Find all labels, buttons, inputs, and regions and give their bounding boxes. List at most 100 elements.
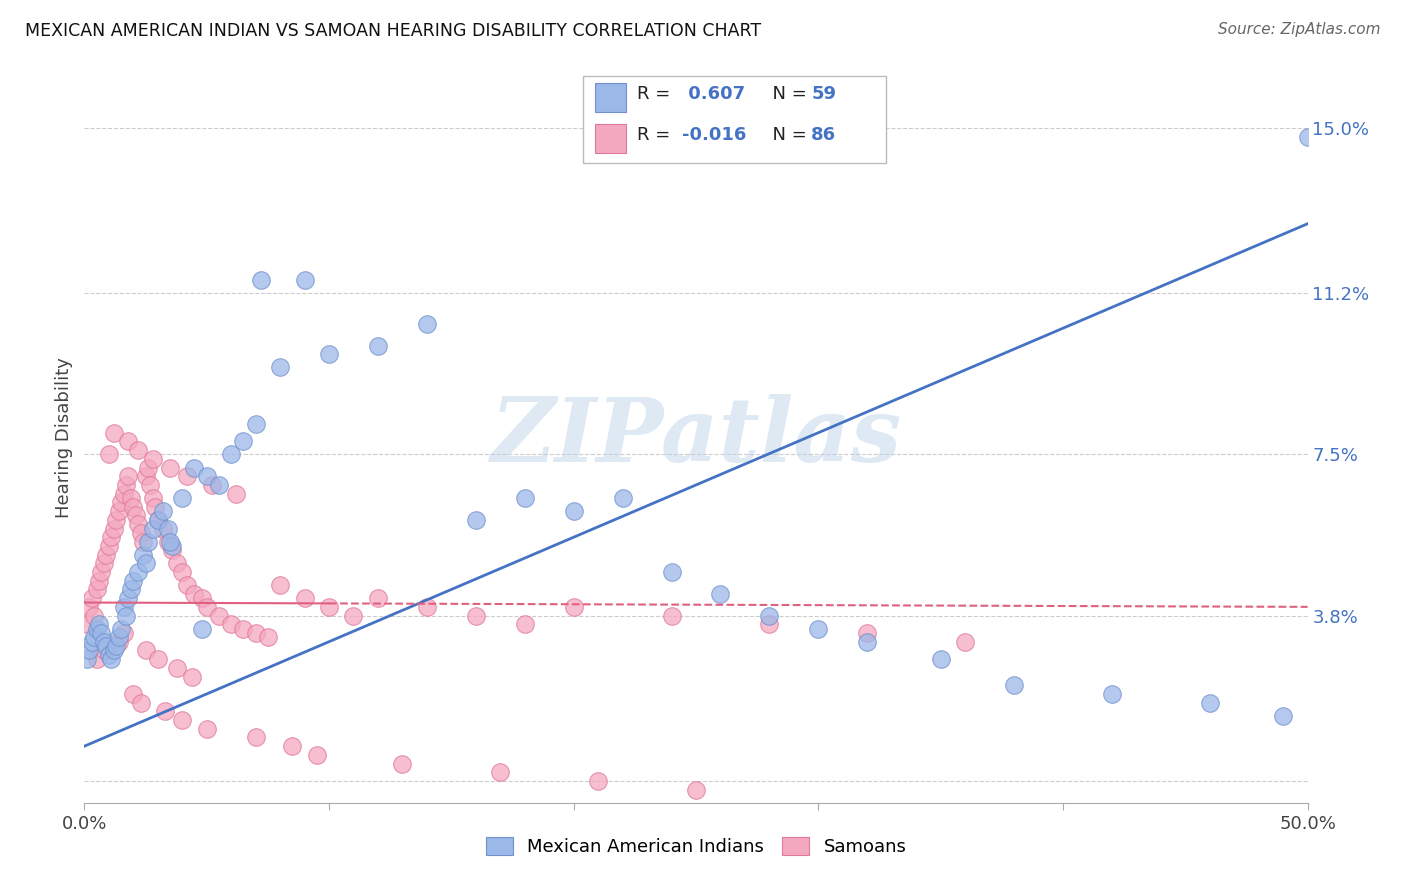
Point [96,548,118,562]
Point [709,587,731,601]
Point [103,643,125,657]
Point [269,578,291,592]
Point [80,634,103,648]
Point [1272,708,1295,723]
Point [77,643,100,657]
Point [758,617,780,632]
Point [232,622,254,636]
Point [661,608,683,623]
Point [166,557,188,571]
Text: MEXICAN AMERICAN INDIAN VS SAMOAN HEARING DISABILITY CORRELATION CHART: MEXICAN AMERICAN INDIAN VS SAMOAN HEARIN… [25,22,762,40]
Point [129,696,152,710]
Point [93,557,115,571]
Point [86,582,108,597]
Point [612,491,634,505]
Point [929,652,952,666]
Point [162,543,184,558]
Point [110,622,132,636]
Point [1002,678,1025,692]
Point [176,578,198,592]
Point [136,460,159,475]
Point [1101,687,1123,701]
Point [120,491,142,505]
Point [181,669,204,683]
Point [90,565,112,579]
Point [107,634,129,648]
Point [294,273,316,287]
Point [117,469,139,483]
Point [87,574,110,588]
Point [245,731,267,745]
Point [159,460,181,475]
Point [100,530,122,544]
Point [122,574,145,588]
Point [117,591,139,606]
Point [142,491,165,505]
Point [83,631,105,645]
Point [195,722,218,736]
Point [100,652,122,666]
Text: R =: R = [637,85,676,103]
Point [139,478,162,492]
Point [93,634,115,648]
Point [807,622,830,636]
Point [367,338,389,352]
Text: Source: ZipAtlas.com: Source: ZipAtlas.com [1218,22,1381,37]
Point [105,513,128,527]
Point [191,591,214,606]
Point [195,599,218,614]
Point [225,486,247,500]
Point [191,622,214,636]
Point [76,652,98,666]
Point [562,599,585,614]
Point [513,617,536,632]
Point [489,765,512,780]
Point [391,756,413,771]
Point [342,608,364,623]
Point [83,608,105,623]
Point [208,608,231,623]
Point [172,565,194,579]
Text: 86: 86 [811,126,837,144]
Point [294,591,316,606]
Point [97,539,120,553]
Point [129,525,152,540]
Point [172,713,194,727]
Point [97,648,120,662]
Point [135,643,157,657]
Point [136,534,159,549]
Point [120,582,142,597]
Point [77,599,100,614]
Point [464,513,486,527]
Point [305,747,328,762]
Point [416,599,439,614]
Point [183,460,205,475]
Point [758,608,780,623]
Point [112,626,135,640]
Point [127,565,149,579]
Point [245,417,267,431]
Point [143,500,166,514]
Point [195,469,218,483]
Point [115,608,138,623]
Text: N =: N = [761,126,813,144]
Text: R =: R = [637,126,676,144]
Point [953,634,976,648]
Point [125,508,148,523]
Point [232,434,254,449]
Point [281,739,304,754]
Point [152,504,174,518]
Point [856,634,879,648]
Text: -0.016: -0.016 [682,126,747,144]
Point [856,626,879,640]
Point [127,443,149,458]
Point [1296,129,1319,144]
Point [416,317,439,331]
Point [685,782,707,797]
Point [117,434,139,449]
Text: 0.607: 0.607 [682,85,745,103]
Point [219,617,242,632]
Point [86,622,108,636]
Point [156,521,179,535]
Point [135,557,157,571]
